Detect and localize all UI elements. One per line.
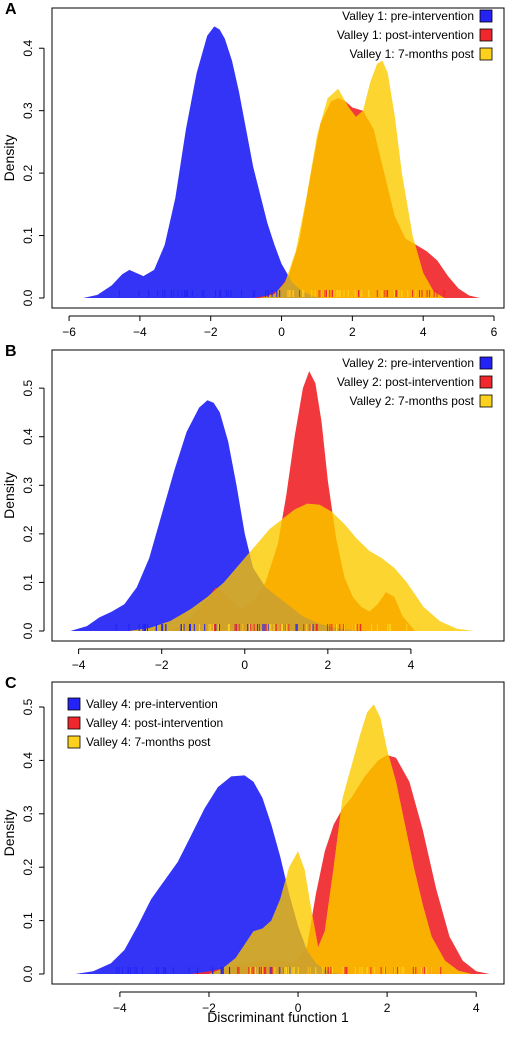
rug-marks [118, 290, 446, 297]
legend-swatch-pre [67, 697, 81, 711]
x-tick-label: 2 [384, 1001, 391, 1015]
x-tick-label: −6 [62, 325, 76, 339]
legend-label-post: Valley 4: post-intervention [86, 716, 223, 730]
legend-swatch-post [479, 375, 493, 389]
legend-label-pre: Valley 4: pre-intervention [86, 697, 218, 711]
legend-swatch-post [67, 716, 81, 730]
y-tick-label: 0.4 [21, 752, 35, 769]
x-tick-label: −2 [204, 325, 218, 339]
legend-label-seven: Valley 4: 7-months post [86, 735, 211, 749]
x-tick-label: −4 [113, 1001, 127, 1015]
y-tick-label: 0.4 [21, 428, 35, 445]
legend-label-post: Valley 1: post-intervention [337, 28, 474, 42]
x-axis: −4 −2 0 2 4 [113, 991, 480, 1015]
legend-label-seven: Valley 1: 7-months post [349, 47, 474, 61]
legend-swatch-seven [479, 394, 493, 408]
panel-label: C [5, 675, 17, 692]
density-areas [70, 371, 474, 631]
panel-b: B 0.0 0.1 0.2 0.3 0.4 0.5 Density −4 −2 0 2 4 Valley … [1, 343, 505, 672]
x-tick-label: 4 [420, 325, 427, 339]
legend-swatch-pre [479, 356, 493, 370]
density-overlap-post-seven [260, 98, 445, 298]
x-tick-label: 0 [241, 658, 248, 672]
legend-label-pre: Valley 1: pre-intervention [342, 9, 474, 23]
x-tick-label: 2 [349, 325, 356, 339]
density-areas [83, 26, 480, 299]
legend: Valley 4: pre-intervention Valley 4: post… [67, 697, 223, 749]
x-axis-title: Discriminant function 1 [207, 1009, 349, 1025]
legend-swatch-seven [479, 47, 493, 61]
y-axis-title: Density [1, 810, 17, 857]
panel-c: C 0.0 0.1 0.2 0.3 0.4 0.5 Density −4 −2 0 2 4 Valley … [1, 675, 505, 1015]
legend: Valley 1: pre-intervention Valley 1: post… [337, 9, 493, 61]
x-tick-label: 4 [408, 658, 415, 672]
y-tick-label: 0.3 [21, 102, 35, 119]
density-area-pre [83, 26, 324, 299]
y-axis-title: Density [1, 472, 17, 519]
density-overlap-post-seven [209, 755, 472, 974]
panel-label: A [5, 1, 17, 18]
y-axis: 0.0 0.1 0.2 0.3 0.4 0.5 Density [1, 379, 45, 639]
y-tick-label: 0.2 [21, 164, 35, 181]
x-tick-label: −2 [155, 658, 169, 672]
y-tick-label: 0.2 [21, 525, 35, 542]
x-tick-label: 4 [473, 1001, 480, 1015]
y-tick-label: 0.1 [21, 574, 35, 591]
density-area-post [170, 371, 416, 631]
x-tick-label: −4 [133, 325, 147, 339]
plot-frame [51, 349, 505, 642]
x-tick-label: 6 [491, 325, 498, 339]
y-tick-label: 0.2 [21, 859, 35, 876]
legend-label-post: Valley 2: post-intervention [337, 375, 474, 389]
y-axis: 0.0 0.1 0.2 0.3 0.4 0.5 Density [1, 698, 45, 982]
y-tick-label: 0.0 [21, 965, 35, 982]
plot-frame [51, 7, 505, 309]
y-axis-title: Density [1, 135, 17, 182]
y-tick-label: 0.1 [21, 227, 35, 244]
legend-swatch-pre [479, 9, 493, 23]
y-tick-label: 0.3 [21, 805, 35, 822]
legend: Valley 2: pre-intervention Valley 2: post… [337, 356, 493, 408]
x-axis: −4 −2 0 2 4 [72, 648, 415, 672]
x-tick-label: 0 [295, 1001, 302, 1015]
legend-swatch-post [479, 28, 493, 42]
y-tick-label: 0.3 [21, 477, 35, 494]
legend-label-seven: Valley 2: 7-months post [349, 394, 474, 408]
x-tick-label: 2 [325, 658, 332, 672]
y-tick-label: 0.5 [21, 379, 35, 396]
y-tick-label: 0.1 [21, 912, 35, 929]
y-axis: 0.0 0.1 0.2 0.3 0.4 Density [1, 40, 45, 306]
y-tick-label: 0.0 [21, 289, 35, 306]
rug-marks [115, 624, 420, 631]
plot-frame [51, 681, 505, 985]
panel-a: A 0.0 0.1 0.2 0.3 0.4 Density −6 −4 −2 0 2 4 6 Valley … [1, 1, 505, 339]
x-axis: −6 −4 −2 0 2 4 6 [62, 315, 498, 339]
panel-label: B [5, 343, 17, 360]
rug-marks [116, 967, 442, 974]
density-area-pre [70, 400, 370, 631]
legend-label-pre: Valley 2: pre-intervention [342, 356, 474, 370]
y-tick-label: 0.0 [21, 622, 35, 639]
y-tick-label: 0.5 [21, 698, 35, 715]
x-tick-label: −2 [202, 1001, 216, 1015]
legend-swatch-seven [67, 735, 81, 749]
y-tick-label: 0.4 [21, 40, 35, 57]
x-tick-label: 0 [278, 325, 285, 339]
density-areas [75, 704, 490, 974]
x-tick-label: −4 [72, 658, 86, 672]
